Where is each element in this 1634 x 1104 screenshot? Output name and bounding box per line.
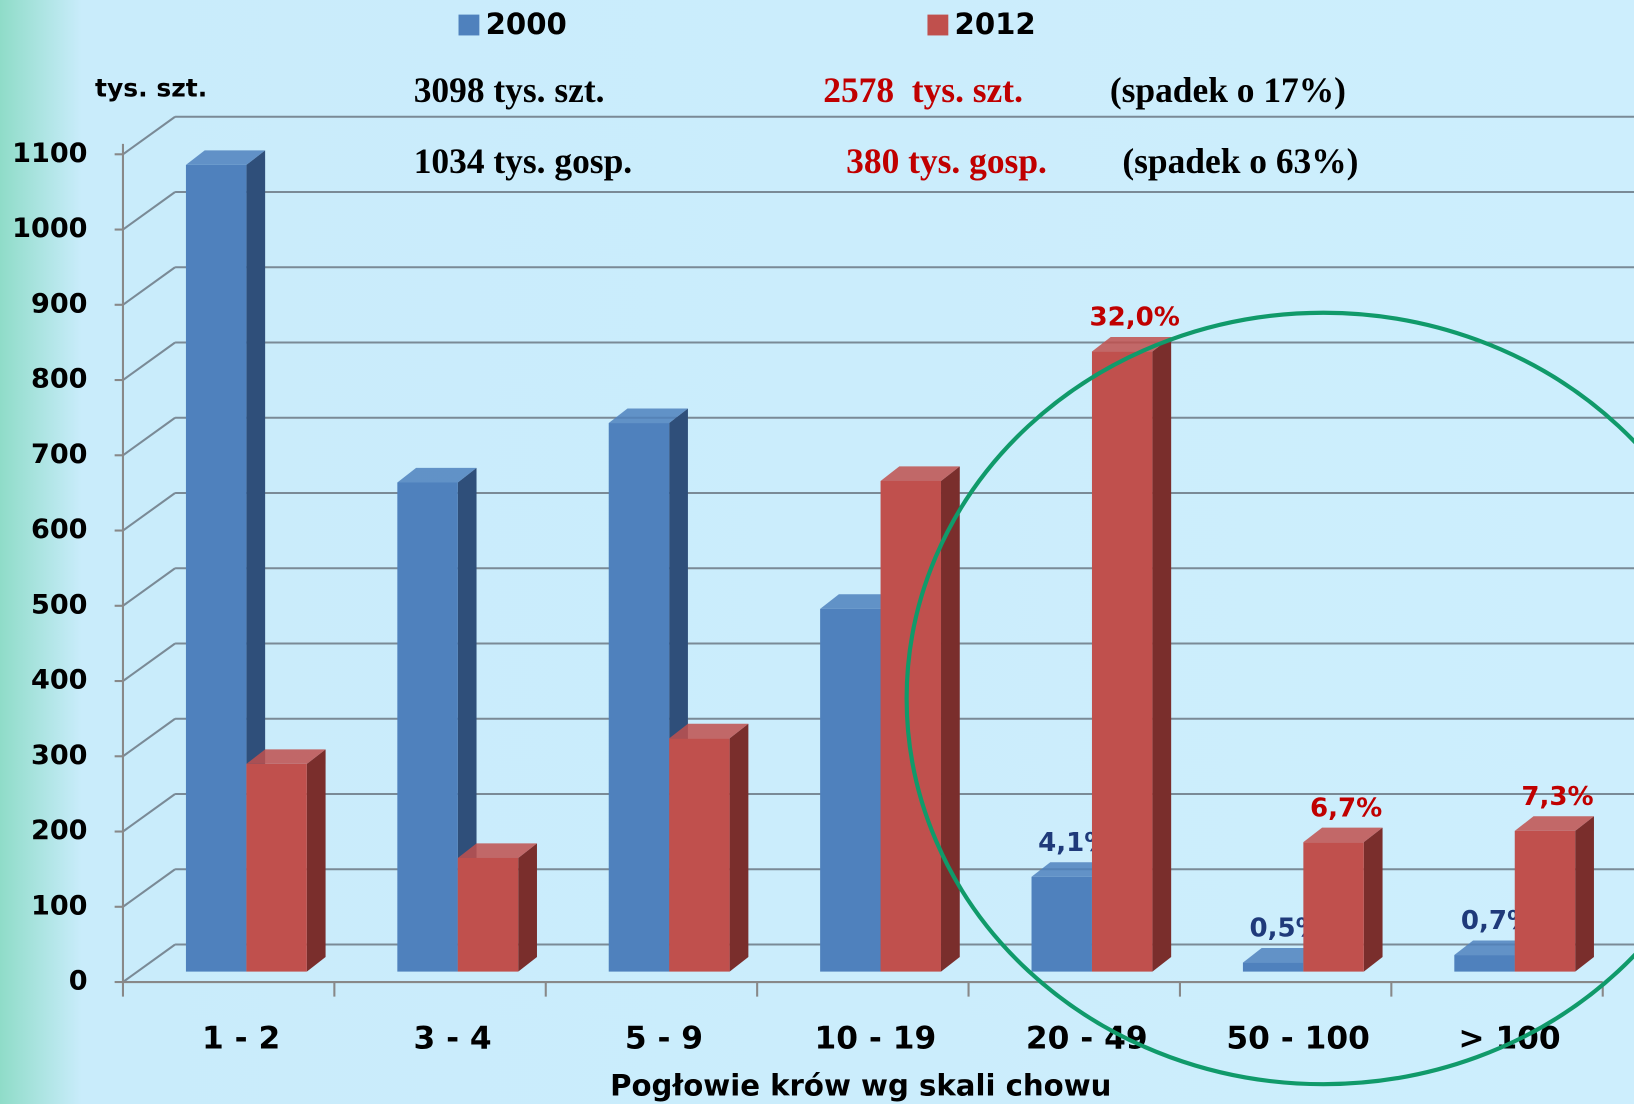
x-axis-label: Pogłowie krów wg skali chowu (610, 1068, 1111, 1102)
bar-top (820, 594, 900, 609)
bar (1242, 962, 1304, 972)
bar-top (397, 467, 477, 483)
grid-line (122, 341, 176, 381)
x-tick-label: 5 - 9 (625, 1020, 703, 1056)
grid-line (122, 492, 176, 532)
x-tick-label: 3 - 4 (413, 1020, 491, 1056)
y-tick-label: 700 (31, 439, 88, 470)
legend-swatch (458, 14, 480, 36)
bar-top (608, 408, 688, 424)
grid-line (122, 868, 176, 908)
grid-line (122, 642, 176, 682)
bar-top (246, 749, 326, 764)
x-tick-label: 10 - 19 (815, 1020, 937, 1056)
x-tick-label: 1 - 2 (202, 1020, 280, 1056)
annotation: (spadek o 17%) (1110, 70, 1346, 110)
y-tick-label: 1100 (12, 138, 87, 169)
bar-side (1575, 816, 1594, 972)
bar (457, 857, 519, 972)
bar (397, 482, 458, 972)
y-tick-label: 0 (69, 966, 88, 997)
x-tick-label: 50 - 100 (1226, 1020, 1369, 1056)
bar (820, 608, 881, 972)
bar (880, 480, 942, 972)
bar-side (729, 723, 749, 972)
grid-line (122, 266, 176, 306)
grid-line (122, 115, 176, 156)
y-tick-label: 600 (31, 514, 88, 545)
grid-line (122, 717, 176, 758)
bar (246, 763, 307, 972)
annotation: 380 tys. gosp. (846, 141, 1047, 181)
y-tick-label: 500 (31, 589, 88, 620)
bar-side (1363, 827, 1383, 972)
bar (1303, 842, 1364, 972)
annotation: 3098 tys. szt. (414, 70, 605, 110)
bar-top (1454, 940, 1534, 956)
y-tick-label: 100 (31, 890, 88, 921)
y-tick-label: 300 (31, 740, 88, 771)
bar (669, 738, 730, 972)
grid-line (122, 416, 176, 457)
bar-top (880, 466, 960, 481)
bar-top (185, 150, 266, 165)
y-tick-label: 400 (31, 665, 88, 696)
bar-top (1514, 816, 1594, 831)
legend-label: 2012 (955, 7, 1036, 41)
data-label: 7,3% (1521, 782, 1593, 812)
bar-top (457, 843, 537, 858)
bar (1454, 955, 1515, 972)
y-tick-label: 900 (31, 288, 88, 319)
data-label: 32,0% (1090, 303, 1180, 333)
bar (1091, 351, 1153, 972)
annotation: (spadek o 63%) (1122, 141, 1358, 181)
legend-label: 2000 (486, 7, 567, 41)
bar-side (518, 843, 537, 972)
annotation: 2578 tys. szt. (823, 70, 1023, 110)
bar-side (306, 749, 326, 972)
bar-top (1242, 947, 1323, 963)
bar (608, 423, 670, 972)
bar-side (1152, 336, 1172, 972)
data-label: 6,7% (1310, 793, 1382, 823)
highlight-ellipse (904, 310, 1634, 1087)
bar-top (669, 723, 749, 739)
bar (1514, 830, 1576, 972)
grid-line (122, 191, 176, 231)
annotation: 1034 tys. gosp. (414, 141, 632, 181)
grid-line (122, 793, 176, 833)
grid-line (122, 943, 176, 983)
legend-swatch (927, 14, 949, 36)
bar-top (1303, 827, 1383, 843)
grid-line (122, 567, 176, 607)
y-tick-label: 200 (31, 815, 88, 846)
bar-side (941, 466, 960, 972)
bar-top (1031, 862, 1111, 877)
bar (185, 164, 247, 972)
bar (1031, 876, 1092, 972)
y-axis-label: tys. szt. (95, 74, 207, 103)
y-tick-label: 800 (31, 364, 88, 395)
y-tick-label: 1000 (12, 213, 87, 244)
bar-side (457, 467, 477, 972)
